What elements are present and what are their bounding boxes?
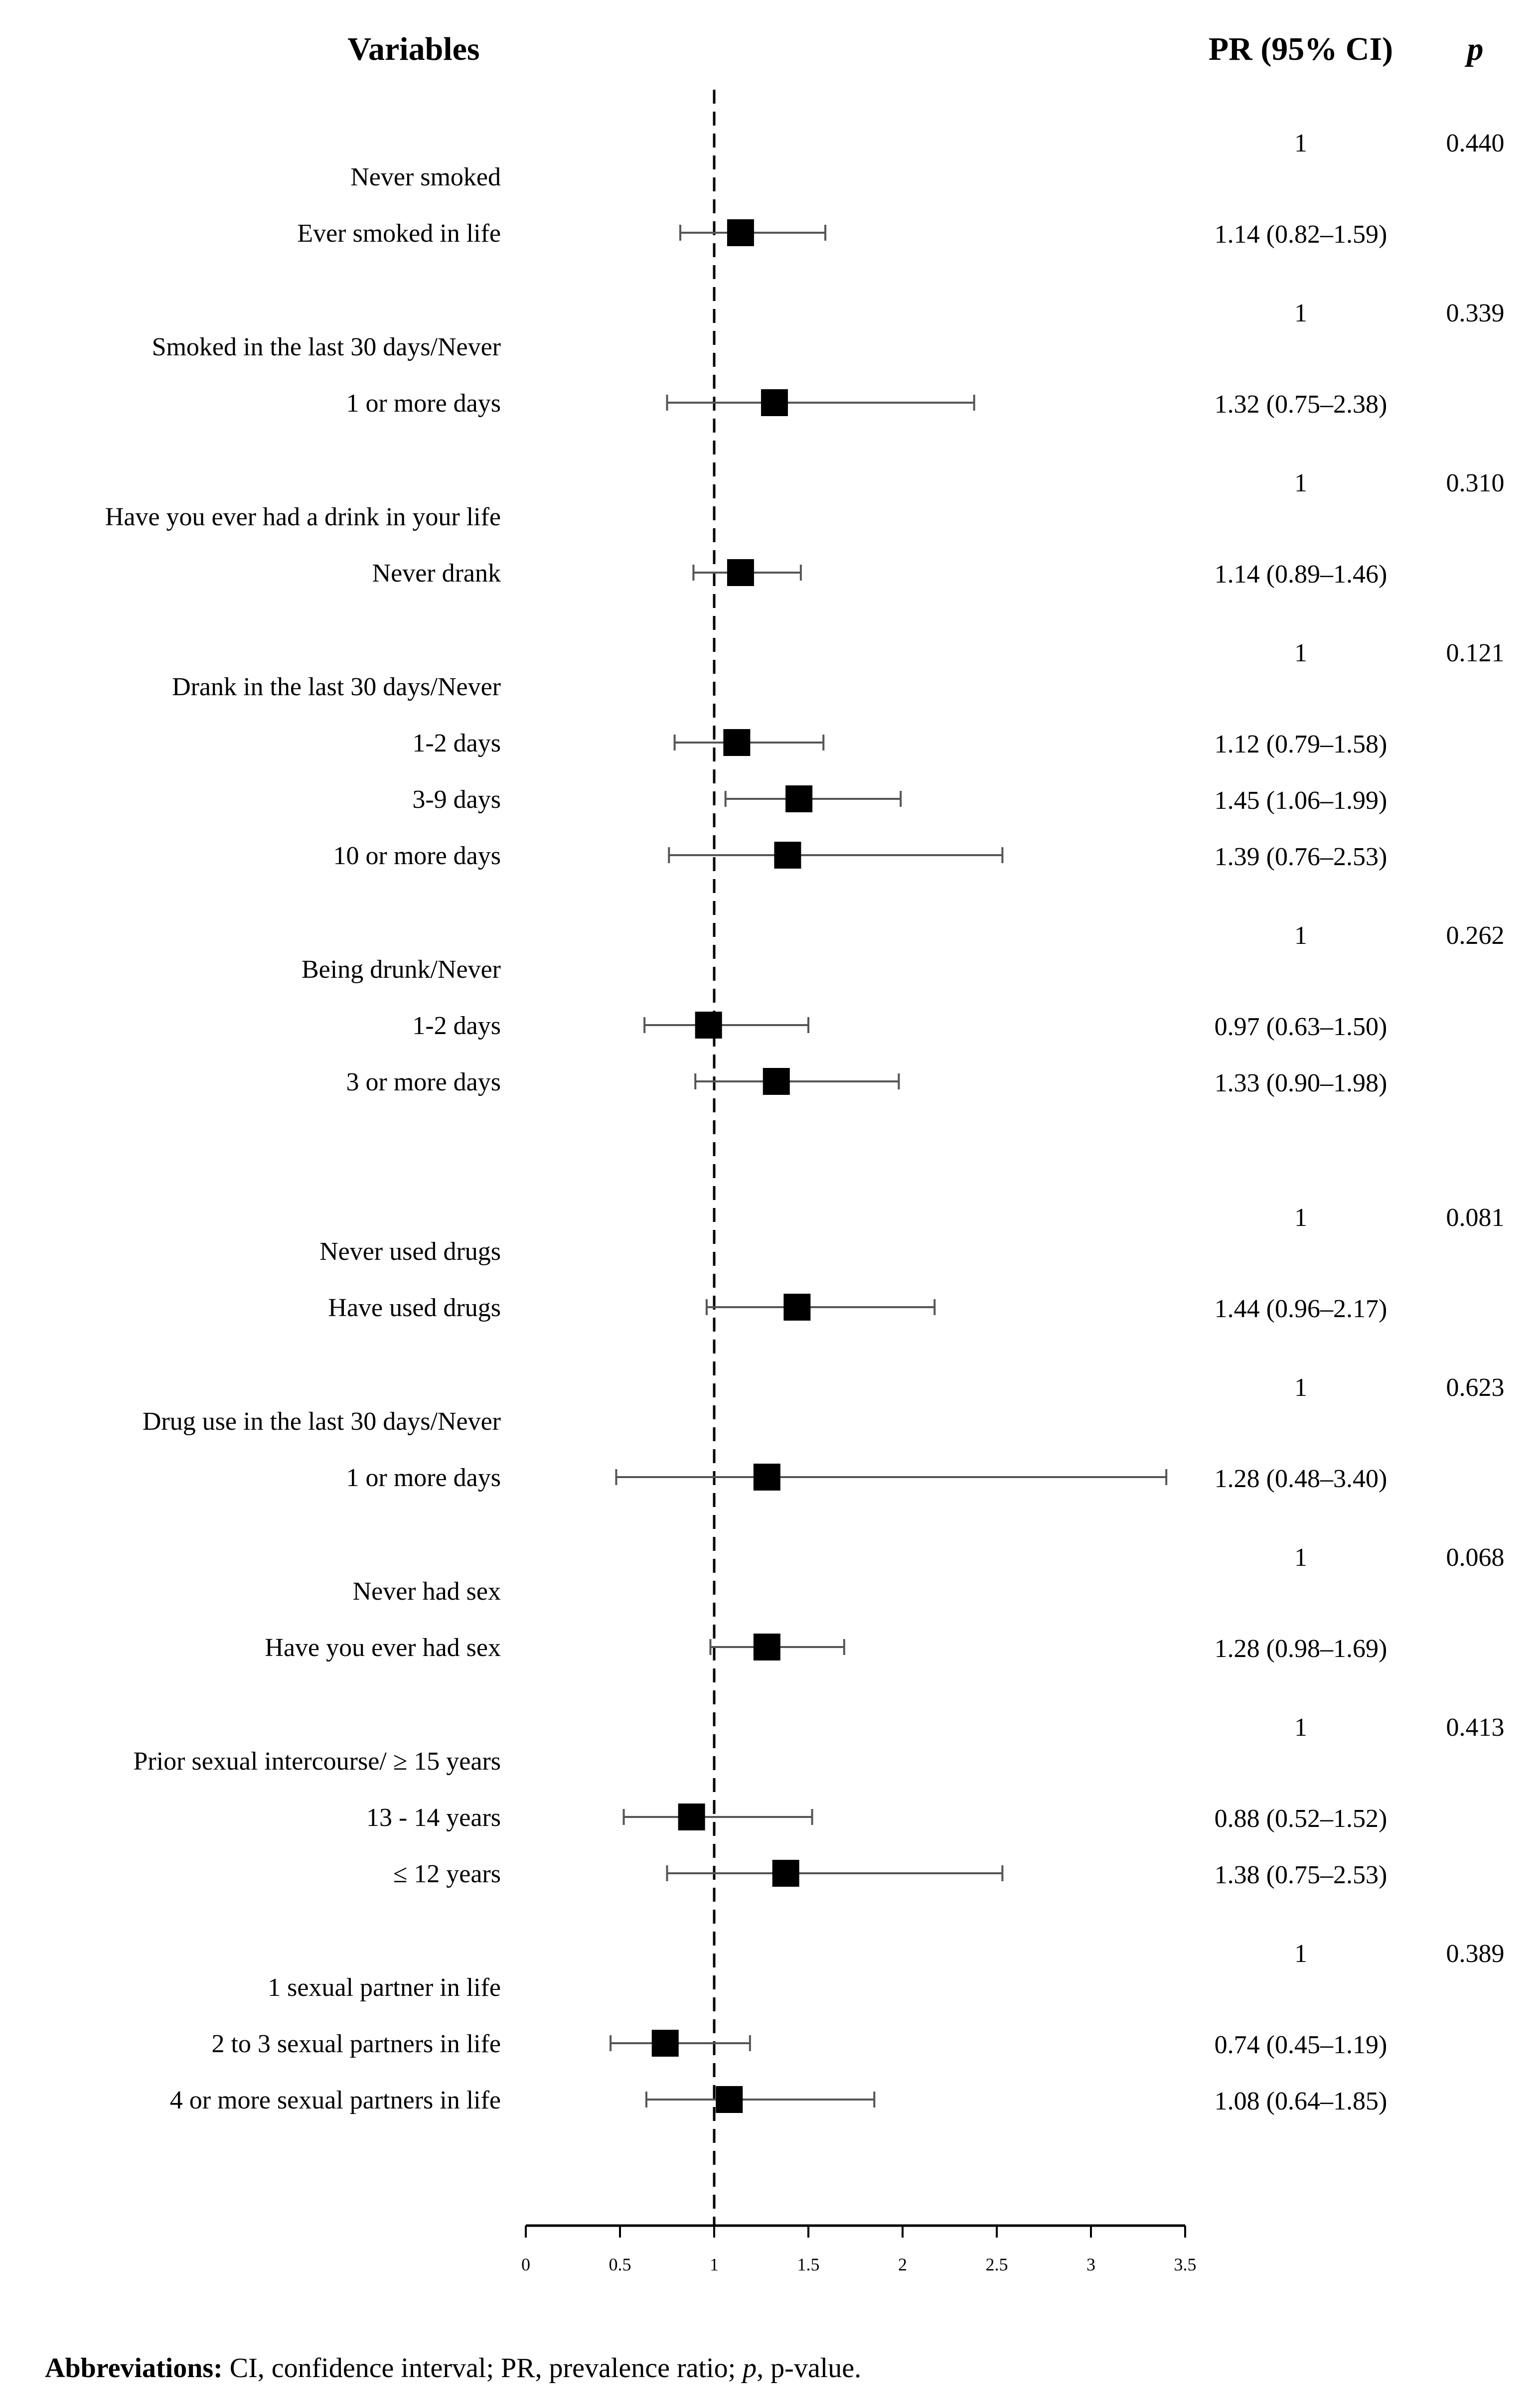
point-estimate — [727, 559, 754, 586]
point-estimate — [753, 1634, 780, 1660]
header-pr-ci: PR (95% CI) — [1209, 31, 1393, 67]
pr-estimate: 1.33 (0.90–1.98) — [1215, 1069, 1387, 1097]
x-tick-label: 2 — [898, 2255, 907, 2274]
p-value: 0.262 — [1446, 921, 1505, 950]
point-estimate — [651, 2030, 679, 2057]
point-estimate — [678, 1804, 705, 1830]
row-label: 1-2 days — [412, 729, 501, 757]
p-value: 0.121 — [1446, 639, 1505, 667]
header-p-value: p — [1465, 31, 1484, 67]
pr-estimate: 1.38 (0.75–2.53) — [1215, 1861, 1387, 1889]
point-estimate — [772, 1860, 799, 1887]
row-label: 1 sexual partner in life — [268, 1973, 501, 2002]
pr-estimate: 0.97 (0.63–1.50) — [1215, 1013, 1387, 1041]
pr-reference: 1 — [1294, 1940, 1307, 1968]
point-estimate — [774, 842, 801, 869]
p-value: 0.440 — [1446, 129, 1505, 157]
p-value: 0.068 — [1446, 1543, 1505, 1572]
x-tick-label: 1.5 — [797, 2255, 820, 2274]
row-label: Never had sex — [353, 1577, 501, 1606]
footnote-text-b: , p-value. — [757, 2353, 862, 2384]
pr-reference: 1 — [1294, 639, 1307, 667]
row-label: 1 or more days — [346, 1464, 501, 1492]
x-tick-label: 3.5 — [1174, 2255, 1197, 2274]
point-estimate — [761, 389, 788, 416]
p-value: 0.310 — [1446, 469, 1505, 497]
pr-estimate: 1.44 (0.96–2.17) — [1215, 1295, 1387, 1323]
header-variables: Variables — [347, 31, 479, 67]
row-label: Never smoked — [350, 163, 501, 191]
pr-reference: 1 — [1294, 129, 1307, 157]
pr-estimate: 1.14 (0.82–1.59) — [1215, 220, 1387, 249]
row-label: 13 - 14 years — [366, 1804, 501, 1832]
point-estimate — [783, 1294, 811, 1321]
forest-plot: Variables PR (95% CI) p Never smoked 1 Eve… — [105, 31, 1505, 2274]
p-value: 0.389 — [1446, 1940, 1505, 1968]
pr-estimate: 1.12 (0.79–1.58) — [1215, 730, 1387, 758]
point-estimate — [723, 729, 751, 756]
point-estimate — [716, 2086, 743, 2113]
pr-estimate: 1.08 (0.64–1.85) — [1215, 2087, 1387, 2115]
x-tick-label: 1 — [710, 2255, 719, 2274]
pr-reference: 1 — [1294, 1373, 1307, 1402]
pr-estimate: 1.45 (1.06–1.99) — [1215, 786, 1387, 815]
point-estimate — [763, 1068, 790, 1095]
p-value: 0.081 — [1446, 1204, 1505, 1232]
pr-reference: 1 — [1294, 1204, 1307, 1232]
row-label: Have you ever had sex — [265, 1634, 501, 1662]
x-tick-label: 2.5 — [986, 2255, 1008, 2274]
row-label: Never drank — [372, 559, 501, 588]
row-label: Prior sexual intercourse/ ≥ 15 years — [133, 1747, 501, 1776]
x-tick-label: 0.5 — [609, 2255, 631, 2274]
point-estimate — [753, 1464, 780, 1491]
row-label: 4 or more sexual partners in life — [170, 2086, 501, 2114]
row-label: 3 or more days — [346, 1068, 501, 1096]
row-label: Being drunk/Never — [302, 955, 501, 984]
p-value: 0.339 — [1446, 299, 1505, 327]
x-tick-label: 3 — [1086, 2255, 1095, 2274]
row-label: 3-9 days — [412, 785, 501, 814]
pr-estimate: 1.28 (0.48–3.40) — [1215, 1465, 1387, 1493]
pr-estimate: 0.74 (0.45–1.19) — [1215, 2031, 1387, 2059]
pr-reference: 1 — [1294, 1713, 1307, 1742]
pr-estimate: 0.88 (0.52–1.52) — [1215, 1805, 1387, 1833]
row-label: Drank in the last 30 days/Never — [172, 673, 501, 701]
row-label: ≤ 12 years — [393, 1860, 501, 1888]
pr-reference: 1 — [1294, 299, 1307, 327]
footnote-heading: Abbreviations: — [45, 2353, 223, 2384]
row-label: 2 to 3 sexual partners in life — [211, 2030, 501, 2058]
row-label: 1-2 days — [412, 1012, 501, 1040]
p-value: 0.623 — [1446, 1373, 1505, 1402]
pr-estimate: 1.39 (0.76–2.53) — [1215, 843, 1387, 871]
row-label: Smoked in the last 30 days/Never — [152, 333, 501, 361]
row-label: 10 or more days — [333, 842, 501, 870]
pr-estimate: 1.28 (0.98–1.69) — [1215, 1635, 1387, 1663]
row-label: Never used drugs — [319, 1237, 501, 1266]
point-estimate — [695, 1012, 722, 1039]
row-label: Have used drugs — [328, 1294, 501, 1322]
row-label: Drug use in the last 30 days/Never — [143, 1407, 501, 1436]
pr-reference: 1 — [1294, 469, 1307, 497]
point-estimate — [727, 219, 754, 246]
x-tick-label: 0 — [521, 2255, 530, 2274]
p-value: 0.413 — [1446, 1713, 1505, 1742]
row-label: Ever smoked in life — [297, 219, 501, 248]
row-label: 1 or more days — [346, 389, 501, 418]
row-label: Have you ever had a drink in your life — [105, 503, 501, 531]
footnote-text-a: CI, confidence interval; PR, prevalence … — [222, 2353, 743, 2384]
abbreviations-footnote: Abbreviations: CI, confidence interval; … — [45, 2352, 861, 2384]
pr-reference: 1 — [1294, 1543, 1307, 1572]
pr-reference: 1 — [1294, 921, 1307, 950]
pr-estimate: 1.14 (0.89–1.46) — [1215, 560, 1387, 589]
footnote-p-italic: p — [743, 2353, 757, 2384]
pr-estimate: 1.32 (0.75–2.38) — [1215, 390, 1387, 419]
point-estimate — [785, 785, 813, 812]
